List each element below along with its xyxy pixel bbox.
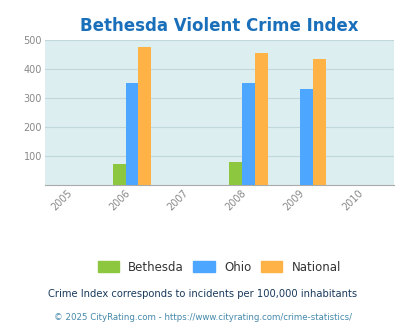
Bar <box>125 83 138 185</box>
Bar <box>228 162 241 185</box>
Bar <box>113 164 125 185</box>
Legend: Bethesda, Ohio, National: Bethesda, Ohio, National <box>93 256 345 279</box>
Bar <box>299 89 312 185</box>
Bar <box>241 83 254 185</box>
Bar <box>254 53 267 185</box>
Bar <box>312 59 325 185</box>
Text: © 2025 CityRating.com - https://www.cityrating.com/crime-statistics/: © 2025 CityRating.com - https://www.city… <box>54 313 351 322</box>
Title: Bethesda Violent Crime Index: Bethesda Violent Crime Index <box>80 17 358 35</box>
Text: Crime Index corresponds to incidents per 100,000 inhabitants: Crime Index corresponds to incidents per… <box>48 289 357 299</box>
Bar <box>138 47 151 185</box>
